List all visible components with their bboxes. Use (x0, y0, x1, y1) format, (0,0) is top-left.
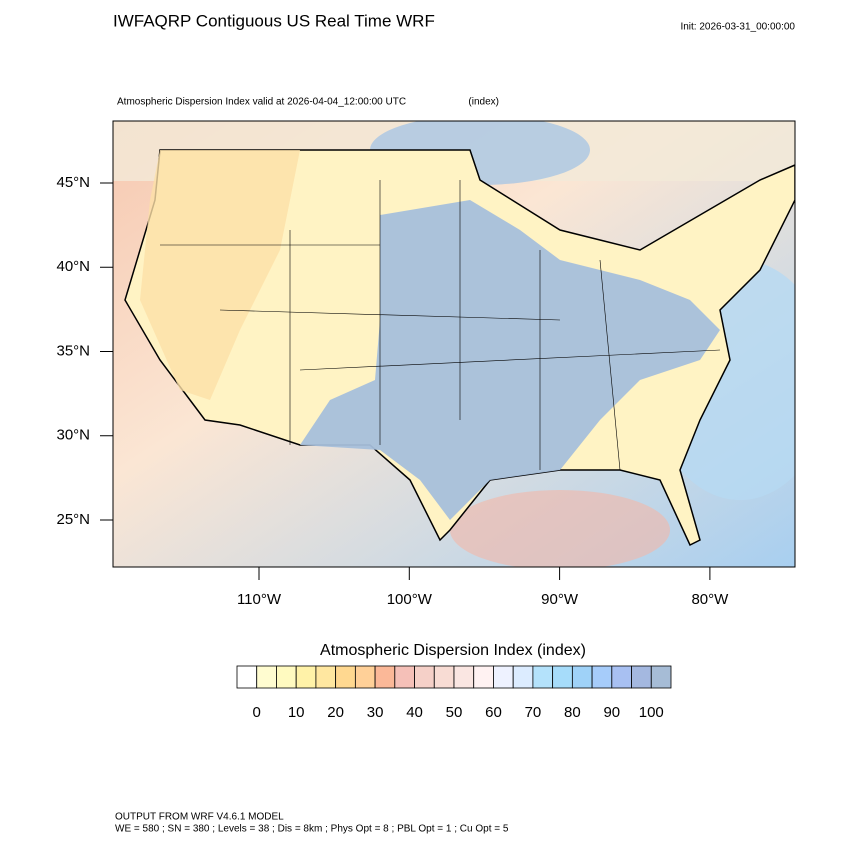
colorbar-box (591, 665, 613, 689)
colorbar-label: 10 (288, 704, 305, 721)
colorbar-box (650, 665, 672, 689)
colorbar-box (493, 665, 514, 689)
colorbar-box (394, 665, 415, 689)
colorbar-box (295, 665, 317, 689)
colorbar-box (512, 665, 534, 689)
colorbar-label: 30 (367, 704, 384, 721)
colorbar-box (335, 665, 356, 689)
colorbar: 0 10 20 30 40 50 60 70 80 90 100 (236, 665, 672, 721)
lat-tick-label: 45°N (56, 174, 90, 191)
colorbar-box (473, 665, 494, 689)
map-subtitle: Atmospheric Dispersion Index valid at 20… (117, 97, 406, 108)
init-time: Init: 2026-03-31_00:00:00 (680, 22, 795, 33)
lat-tick-label: 25°N (56, 511, 90, 528)
lat-tick-label: 40°N (56, 258, 90, 275)
colorbar-box (571, 665, 593, 689)
colorbar-box (631, 665, 652, 689)
lon-tick-label: 100°W (387, 591, 433, 608)
state-lines (160, 180, 721, 471)
lon-tick-label: 90°W (541, 591, 579, 608)
colorbar-box (414, 665, 435, 689)
colorbar-box (236, 665, 258, 689)
colorbar-box (532, 665, 554, 689)
colorbar-label: 0 (253, 704, 261, 721)
colorbar-box (276, 665, 297, 689)
footer-line: WE = 580 ; SN = 380 ; Levels = 38 ; Dis … (115, 824, 509, 835)
colorbar-box (611, 665, 632, 689)
footer-line: OUTPUT FROM WRF V4.6.1 MODEL (115, 812, 284, 823)
colorbar-label: 90 (603, 704, 620, 721)
colorbar-box (433, 665, 455, 689)
lat-tick-label: 30°N (56, 427, 90, 444)
west-orange (140, 150, 300, 400)
map-units: (index) (468, 97, 499, 108)
colorbar-label: 80 (564, 704, 581, 721)
page-title: IWFAQRP Contiguous US Real Time WRF (113, 11, 435, 30)
colorbar-box (552, 665, 573, 689)
gulf-warm (450, 490, 670, 567)
colorbar-box (354, 665, 376, 689)
colorbar-box (374, 665, 396, 689)
colorbar-box (453, 665, 475, 689)
colorbar-label: 100 (639, 704, 664, 721)
colorbar-title: Atmospheric Dispersion Index (index) (320, 642, 586, 659)
colorbar-label: 50 (446, 704, 463, 721)
colorbar-label: 60 (485, 704, 502, 721)
colorbar-label: 40 (406, 704, 423, 721)
colorbar-label: 20 (327, 704, 344, 721)
lat-tick-label: 35°N (56, 342, 90, 359)
colorbar-box (256, 665, 277, 689)
lon-tick-label: 80°W (691, 591, 729, 608)
colorbar-label: 70 (525, 704, 542, 721)
map-frame (112, 120, 796, 568)
lon-tick-label: 110°W (237, 591, 282, 608)
colorbar-box (315, 665, 337, 689)
map-area (113, 121, 795, 567)
